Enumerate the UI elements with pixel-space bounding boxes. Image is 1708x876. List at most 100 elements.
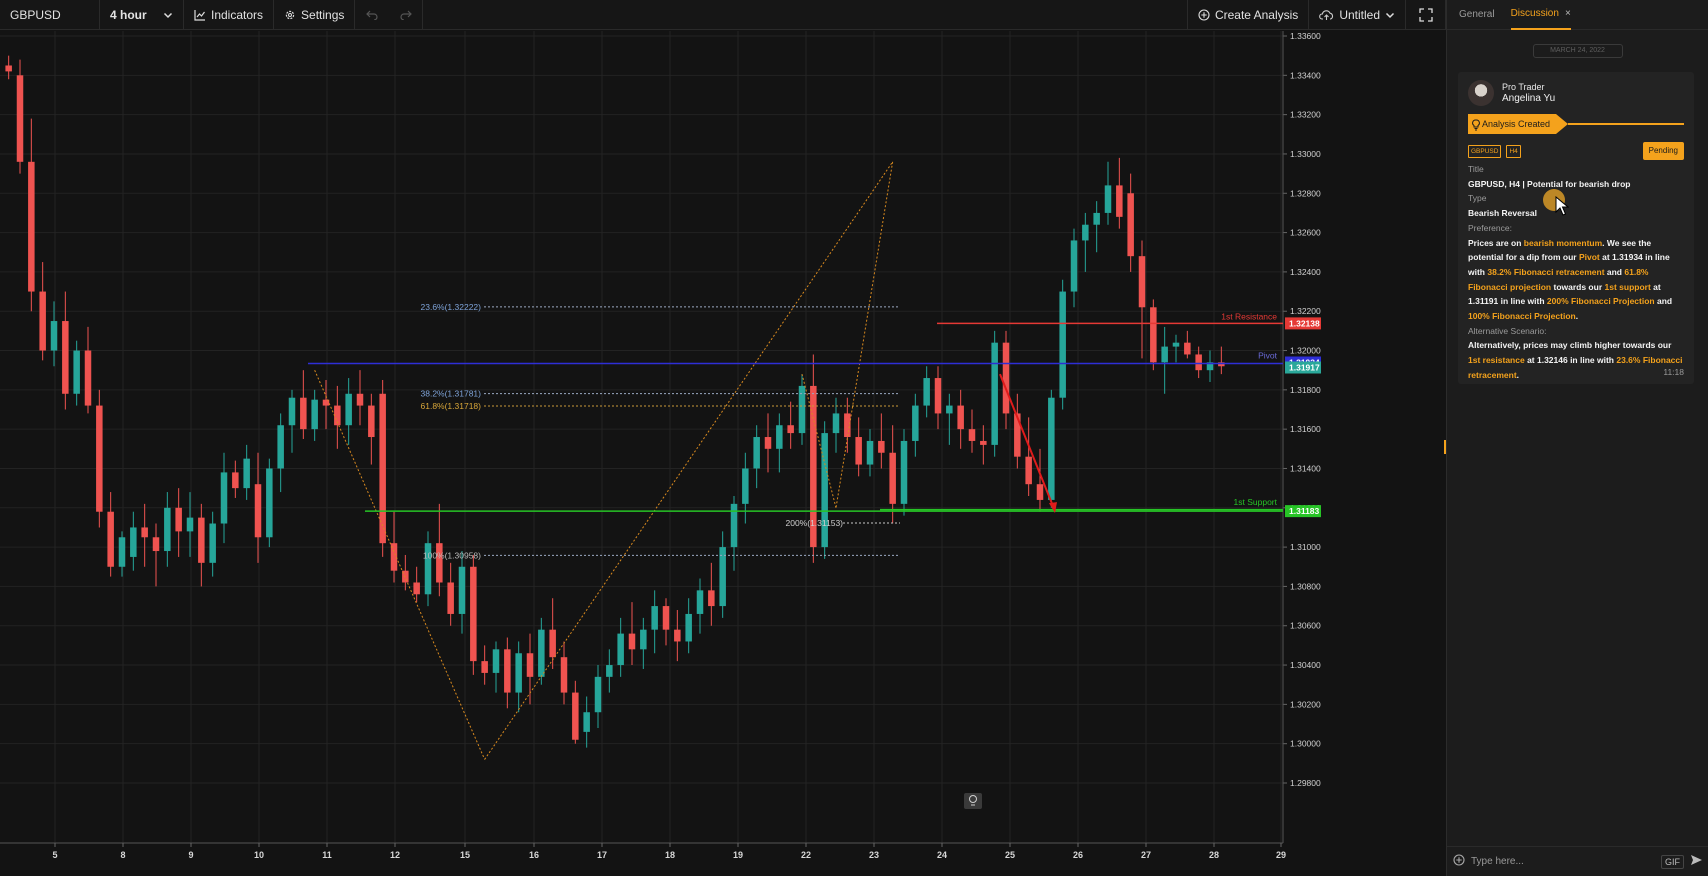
pref-text-2: . We see the potential for a dip from ou… bbox=[1468, 237, 1652, 263]
candle-body bbox=[640, 629, 647, 650]
status-label: Analysis Created bbox=[1482, 119, 1551, 129]
candle-body bbox=[855, 437, 862, 465]
candle-body bbox=[96, 405, 103, 512]
message-input[interactable] bbox=[1471, 856, 1655, 867]
x-axis-tick-label: 12 bbox=[390, 850, 400, 860]
author-name[interactable]: Angelina Yu bbox=[1502, 92, 1556, 104]
x-axis-tick-label: 11 bbox=[322, 850, 332, 860]
chevron-down-icon bbox=[1385, 10, 1395, 20]
fib-leg-b bbox=[484, 161, 894, 760]
fullscreen-button[interactable] bbox=[1406, 0, 1446, 30]
candle-body bbox=[39, 291, 46, 351]
resistance-price-tag: 1.32138 bbox=[1289, 318, 1320, 328]
idea-marker bbox=[964, 793, 982, 809]
mouse-pointer-icon bbox=[1555, 196, 1569, 216]
candle-body bbox=[923, 378, 930, 406]
post-body: Title GBPUSD, H4 | Potential for bearish… bbox=[1468, 162, 1684, 383]
candle-body bbox=[617, 633, 624, 666]
chart-canvas[interactable]: 1.33600 1.33400 1.33200 1.33000 1.32800 1.326… bbox=[0, 31, 1446, 876]
pref-text-6: at 1.31191 in line with bbox=[1468, 281, 1661, 307]
tab-general[interactable]: General bbox=[1459, 0, 1495, 30]
y-axis-tick-label: 1.33200 bbox=[1290, 110, 1321, 120]
x-axis-tick-label: 17 bbox=[597, 850, 607, 860]
candle-body bbox=[1036, 484, 1044, 500]
resistance-price-tag-bg bbox=[1285, 317, 1321, 330]
candle-body bbox=[458, 566, 466, 614]
close-icon[interactable]: × bbox=[1564, 8, 1571, 19]
candle-body bbox=[368, 405, 375, 438]
x-axis-tick-label: 28 bbox=[1209, 850, 1219, 860]
support-price-tag-bg bbox=[1285, 505, 1321, 518]
candle-body bbox=[1116, 185, 1123, 217]
interval-dropdown[interactable]: 4 hour bbox=[100, 0, 184, 30]
candle-body bbox=[685, 613, 692, 642]
status-progress-line bbox=[1568, 123, 1684, 125]
pref-text-5: towards our bbox=[1551, 281, 1605, 292]
x-axis-tick-label: 23 bbox=[869, 850, 879, 860]
candle-body bbox=[481, 661, 488, 673]
send-icon[interactable] bbox=[1690, 854, 1703, 869]
fib-leg-a bbox=[314, 369, 486, 760]
projection-arrow-line bbox=[999, 373, 1056, 512]
candle-body bbox=[674, 629, 681, 642]
candle-body bbox=[844, 413, 851, 438]
fib-level-label: 100%(1.30958) bbox=[423, 550, 481, 560]
last-price-tag: 1.31917 bbox=[1289, 363, 1320, 373]
candle-body bbox=[436, 543, 443, 583]
candle-body bbox=[107, 511, 114, 567]
chevron-down-icon bbox=[163, 10, 173, 20]
x-axis-tick-label: 8 bbox=[120, 850, 125, 860]
symbol-label: GBPUSD bbox=[10, 7, 61, 22]
create-analysis-button[interactable]: Create Analysis bbox=[1186, 0, 1310, 30]
price-chart[interactable]: 1.33600 1.33400 1.33200 1.33000 1.32800 1.326… bbox=[0, 31, 1446, 876]
redo-icon bbox=[400, 10, 412, 20]
pivot-label: Pivot bbox=[1258, 351, 1278, 361]
y-axis-tick-label: 1.32800 bbox=[1290, 188, 1321, 198]
redo-button[interactable] bbox=[389, 0, 424, 30]
candle-body bbox=[345, 393, 352, 426]
create-analysis-label: Create Analysis bbox=[1214, 7, 1299, 22]
pref-text-8: . bbox=[1575, 311, 1579, 322]
author-role: Pro Trader bbox=[1502, 81, 1545, 92]
candle-body bbox=[821, 433, 828, 548]
post-title: GBPUSD, H4 | Potential for bearish drop bbox=[1468, 178, 1631, 189]
avatar[interactable] bbox=[1468, 80, 1494, 106]
candle-body bbox=[1082, 224, 1089, 241]
undo-button[interactable] bbox=[355, 0, 389, 30]
candle-body bbox=[447, 582, 454, 614]
candle-body bbox=[356, 393, 364, 406]
panel-resize-handle[interactable] bbox=[1444, 440, 1446, 454]
x-axis-tick-label: 24 bbox=[937, 850, 947, 860]
candle-body bbox=[300, 397, 307, 430]
candle-body bbox=[606, 665, 613, 677]
y-axis-tick-label: 1.32200 bbox=[1290, 306, 1321, 316]
symbol-tag[interactable]: GBPUSD bbox=[1468, 144, 1502, 158]
gif-button[interactable]: GIF bbox=[1661, 854, 1684, 869]
lightbulb-icon bbox=[969, 795, 977, 803]
timeframe-tag[interactable]: H4 bbox=[1506, 144, 1521, 158]
alt-highlight-2: 23.6% Fibonacci retracement bbox=[1468, 355, 1683, 380]
symbol-selector[interactable]: GBPUSD bbox=[0, 0, 100, 30]
y-axis-tick-label: 1.31000 bbox=[1290, 542, 1321, 552]
candle-body bbox=[560, 657, 568, 693]
candle-body bbox=[798, 385, 806, 434]
pref-text-7: and bbox=[1654, 296, 1673, 307]
candle-body bbox=[696, 590, 704, 614]
candle-body bbox=[526, 653, 534, 677]
lightbulb-icon bbox=[1472, 118, 1480, 134]
analysis-post-card: Pro Trader Angelina Yu Analysis Created … bbox=[1458, 72, 1694, 384]
indicators-button[interactable]: Indicators bbox=[184, 0, 275, 30]
y-axis-tick-label: 1.30000 bbox=[1290, 739, 1321, 749]
fib-level-label: 200%(1.31153) bbox=[786, 518, 844, 528]
candle-body bbox=[764, 437, 772, 449]
candle-body bbox=[866, 440, 874, 465]
candle-body bbox=[311, 399, 318, 430]
tab-discussion[interactable]: Discussion × bbox=[1510, 0, 1571, 30]
settings-button[interactable]: Settings bbox=[274, 0, 356, 30]
message-composer: GIF bbox=[1447, 846, 1708, 876]
pending-status-button[interactable]: Pending bbox=[1642, 142, 1684, 160]
y-axis-tick-label: 1.32000 bbox=[1290, 346, 1321, 356]
layout-dropdown[interactable]: Untitled bbox=[1309, 0, 1406, 30]
candle-body bbox=[549, 629, 556, 658]
add-attachment-icon[interactable] bbox=[1453, 854, 1465, 869]
